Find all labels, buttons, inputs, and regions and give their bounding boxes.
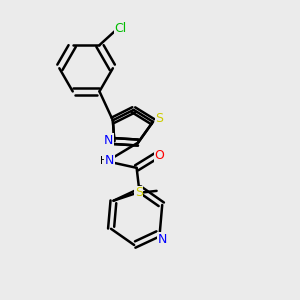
Text: H: H <box>100 156 108 166</box>
Text: N: N <box>158 233 167 246</box>
Text: N: N <box>105 154 114 167</box>
Text: S: S <box>135 186 143 199</box>
Text: Cl: Cl <box>114 22 126 35</box>
Text: S: S <box>155 112 164 125</box>
Text: O: O <box>154 149 164 162</box>
Text: N: N <box>104 134 113 147</box>
